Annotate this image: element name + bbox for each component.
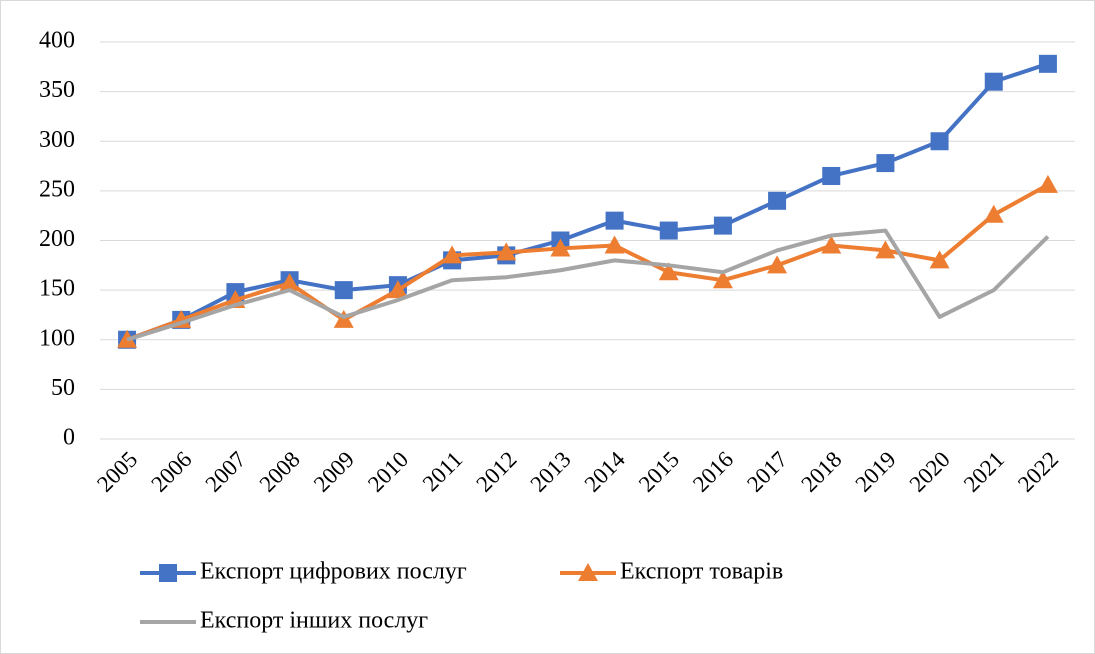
data-point: [1038, 54, 1057, 73]
data-point: [984, 72, 1003, 91]
data-point: [822, 166, 841, 185]
series-line: [126, 183, 1049, 342]
y-tick-label: 250: [39, 176, 75, 202]
data-point: [550, 238, 571, 257]
data-point: [929, 250, 950, 269]
legend-marker: [159, 564, 177, 582]
data-point: [983, 204, 1004, 223]
y-tick-label: 200: [39, 226, 75, 252]
data-point: [387, 280, 408, 299]
data-point: [334, 281, 353, 300]
data-point: [821, 235, 842, 254]
data-point: [659, 221, 678, 240]
data-point: [767, 255, 788, 274]
legend-label: Експорт інших послуг: [200, 608, 428, 634]
data-point: [442, 245, 463, 264]
data-point: [658, 262, 679, 281]
data-point: [930, 132, 949, 151]
data-point: [1037, 174, 1058, 193]
data-point: [496, 242, 517, 261]
y-tick-label: 0: [63, 425, 75, 451]
data-point: [605, 211, 624, 230]
y-tick-label: 100: [39, 325, 75, 351]
y-tick-label: 400: [39, 28, 75, 54]
y-tick-label: 350: [39, 77, 75, 103]
data-point: [876, 154, 895, 173]
legend-label: Експорт товарів: [620, 559, 783, 585]
series-line: [126, 61, 1049, 342]
legend-marker: [578, 563, 598, 581]
y-tick-label: 50: [51, 375, 75, 401]
data-point: [768, 191, 787, 210]
data-point: [875, 240, 896, 259]
data-point: [279, 273, 300, 292]
data-point: [604, 235, 625, 254]
data-point: [712, 270, 733, 289]
data-point: [713, 216, 732, 235]
y-tick-label: 150: [39, 276, 75, 302]
y-tick-label: 300: [39, 127, 75, 153]
legend-label: Експорт цифрових послуг: [200, 559, 467, 585]
series-line: [126, 228, 1050, 342]
